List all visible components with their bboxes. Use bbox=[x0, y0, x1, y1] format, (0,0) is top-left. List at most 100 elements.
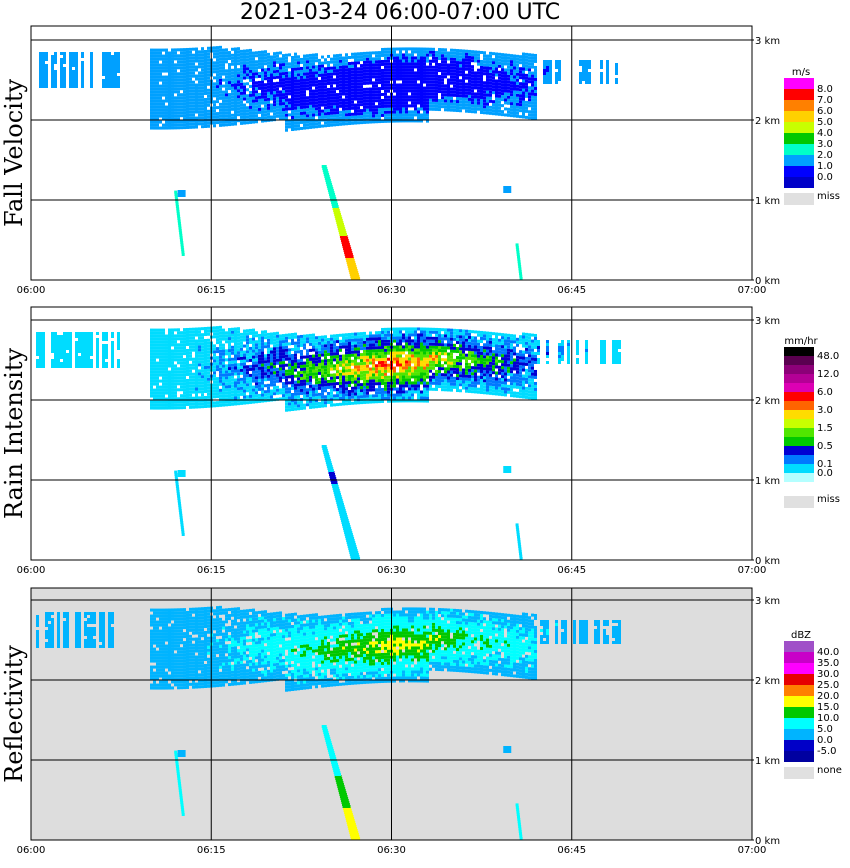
cell bbox=[357, 100, 360, 104]
cell bbox=[249, 63, 252, 67]
cell bbox=[150, 328, 153, 332]
cell bbox=[351, 103, 354, 107]
cell bbox=[507, 92, 510, 96]
cell bbox=[177, 63, 180, 67]
cell bbox=[189, 56, 192, 60]
cell bbox=[258, 116, 261, 120]
cell bbox=[294, 347, 297, 351]
cell bbox=[354, 73, 357, 77]
cell bbox=[360, 103, 363, 107]
cell bbox=[435, 92, 438, 96]
cell bbox=[444, 93, 447, 97]
cell bbox=[501, 65, 504, 69]
legend-swatch bbox=[784, 133, 814, 144]
cell bbox=[354, 103, 357, 107]
cell bbox=[267, 79, 270, 83]
cell bbox=[429, 92, 432, 96]
cell bbox=[297, 341, 300, 345]
cell bbox=[102, 61, 105, 64]
cell bbox=[156, 96, 159, 100]
cell bbox=[171, 114, 174, 118]
cell bbox=[375, 75, 378, 79]
cell bbox=[288, 89, 291, 93]
cell bbox=[309, 80, 312, 84]
cell bbox=[228, 328, 231, 332]
cell bbox=[408, 83, 411, 87]
cell bbox=[345, 74, 348, 78]
cell bbox=[528, 77, 531, 81]
cell bbox=[330, 403, 333, 407]
cell bbox=[480, 77, 483, 81]
cell bbox=[483, 63, 486, 67]
cell bbox=[348, 80, 351, 84]
cell bbox=[288, 333, 291, 337]
cell bbox=[405, 56, 408, 60]
cell bbox=[501, 74, 504, 78]
cell bbox=[168, 361, 171, 365]
cell bbox=[165, 66, 168, 70]
cell bbox=[510, 57, 513, 61]
cell bbox=[231, 387, 234, 391]
cell bbox=[495, 103, 498, 107]
cell bbox=[264, 357, 267, 361]
cell bbox=[393, 119, 396, 123]
cell bbox=[153, 331, 156, 335]
cell bbox=[347, 265, 357, 268]
cell bbox=[177, 358, 180, 362]
cell bbox=[195, 330, 198, 334]
cell bbox=[309, 56, 312, 60]
cell bbox=[495, 79, 498, 83]
cell bbox=[321, 85, 324, 89]
cell bbox=[162, 373, 165, 377]
cell bbox=[207, 353, 210, 357]
cell bbox=[324, 386, 327, 390]
cell bbox=[510, 75, 513, 79]
cell bbox=[369, 99, 372, 103]
cell bbox=[282, 57, 285, 61]
cell bbox=[150, 123, 153, 127]
cell bbox=[63, 356, 66, 359]
cell bbox=[261, 351, 264, 355]
cell bbox=[453, 57, 456, 61]
cell bbox=[153, 367, 156, 371]
cell bbox=[480, 62, 483, 66]
cell bbox=[231, 104, 234, 108]
cell bbox=[384, 110, 387, 114]
cell bbox=[150, 60, 153, 64]
cell bbox=[255, 60, 258, 64]
cell bbox=[162, 57, 165, 61]
cell bbox=[417, 50, 420, 54]
cell bbox=[168, 358, 171, 362]
cell bbox=[345, 104, 348, 108]
cell bbox=[156, 373, 159, 377]
cell bbox=[246, 380, 249, 384]
cell bbox=[231, 336, 234, 340]
cell bbox=[501, 62, 504, 66]
cell bbox=[246, 371, 249, 375]
cell bbox=[471, 95, 474, 99]
cell bbox=[156, 111, 159, 115]
cell bbox=[183, 78, 186, 82]
cell bbox=[36, 344, 39, 347]
cell bbox=[237, 333, 240, 337]
cell bbox=[531, 71, 534, 75]
cell bbox=[234, 327, 237, 331]
cell bbox=[285, 110, 288, 114]
cell bbox=[519, 274, 523, 278]
cell bbox=[588, 66, 591, 69]
cell bbox=[282, 391, 285, 395]
cell bbox=[174, 117, 177, 121]
cell bbox=[387, 119, 390, 123]
cell bbox=[153, 376, 156, 380]
cell bbox=[150, 54, 153, 58]
cell bbox=[267, 365, 270, 369]
cell bbox=[300, 96, 303, 100]
cell bbox=[180, 99, 183, 103]
cell bbox=[324, 353, 327, 357]
cell bbox=[189, 396, 192, 400]
cell bbox=[489, 99, 492, 103]
cell bbox=[276, 376, 279, 380]
cell bbox=[426, 56, 429, 60]
cell bbox=[306, 361, 309, 365]
cell bbox=[150, 343, 153, 347]
